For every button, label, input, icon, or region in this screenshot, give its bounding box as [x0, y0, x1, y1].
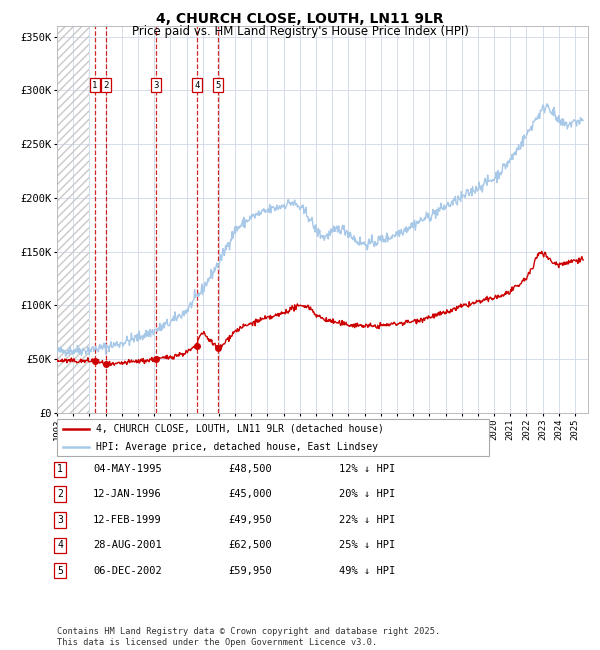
Text: 4: 4: [57, 540, 63, 551]
Text: 4, CHURCH CLOSE, LOUTH, LN11 9LR (detached house): 4, CHURCH CLOSE, LOUTH, LN11 9LR (detach…: [96, 424, 384, 434]
Text: 1: 1: [92, 81, 98, 90]
Bar: [57, 26, 89, 413]
Text: 12-FEB-1999: 12-FEB-1999: [93, 515, 162, 525]
Text: 49% ↓ HPI: 49% ↓ HPI: [339, 566, 395, 576]
Text: 22% ↓ HPI: 22% ↓ HPI: [339, 515, 395, 525]
Text: 3: 3: [154, 81, 159, 90]
Text: 12-JAN-1996: 12-JAN-1996: [93, 489, 162, 499]
Text: 12% ↓ HPI: 12% ↓ HPI: [339, 464, 395, 474]
Text: £45,000: £45,000: [228, 489, 272, 499]
Bar: [57, 26, 89, 413]
Text: £49,950: £49,950: [228, 515, 272, 525]
Text: 25% ↓ HPI: 25% ↓ HPI: [339, 540, 395, 551]
Text: 04-MAY-1995: 04-MAY-1995: [93, 464, 162, 474]
Text: 5: 5: [57, 566, 63, 576]
Text: 06-DEC-2002: 06-DEC-2002: [93, 566, 162, 576]
Text: HPI: Average price, detached house, East Lindsey: HPI: Average price, detached house, East…: [96, 442, 378, 452]
Text: 4: 4: [194, 81, 200, 90]
Text: 1: 1: [57, 464, 63, 474]
Text: Contains HM Land Registry data © Crown copyright and database right 2025.
This d: Contains HM Land Registry data © Crown c…: [57, 627, 440, 647]
Text: £59,950: £59,950: [228, 566, 272, 576]
Text: £62,500: £62,500: [228, 540, 272, 551]
Text: 4, CHURCH CLOSE, LOUTH, LN11 9LR: 4, CHURCH CLOSE, LOUTH, LN11 9LR: [156, 12, 444, 26]
FancyBboxPatch shape: [57, 419, 489, 456]
Text: Price paid vs. HM Land Registry's House Price Index (HPI): Price paid vs. HM Land Registry's House …: [131, 25, 469, 38]
Text: 3: 3: [57, 515, 63, 525]
Text: 5: 5: [215, 81, 220, 90]
Text: 2: 2: [57, 489, 63, 499]
Text: 2: 2: [104, 81, 109, 90]
Text: 20% ↓ HPI: 20% ↓ HPI: [339, 489, 395, 499]
Text: 28-AUG-2001: 28-AUG-2001: [93, 540, 162, 551]
Text: £48,500: £48,500: [228, 464, 272, 474]
